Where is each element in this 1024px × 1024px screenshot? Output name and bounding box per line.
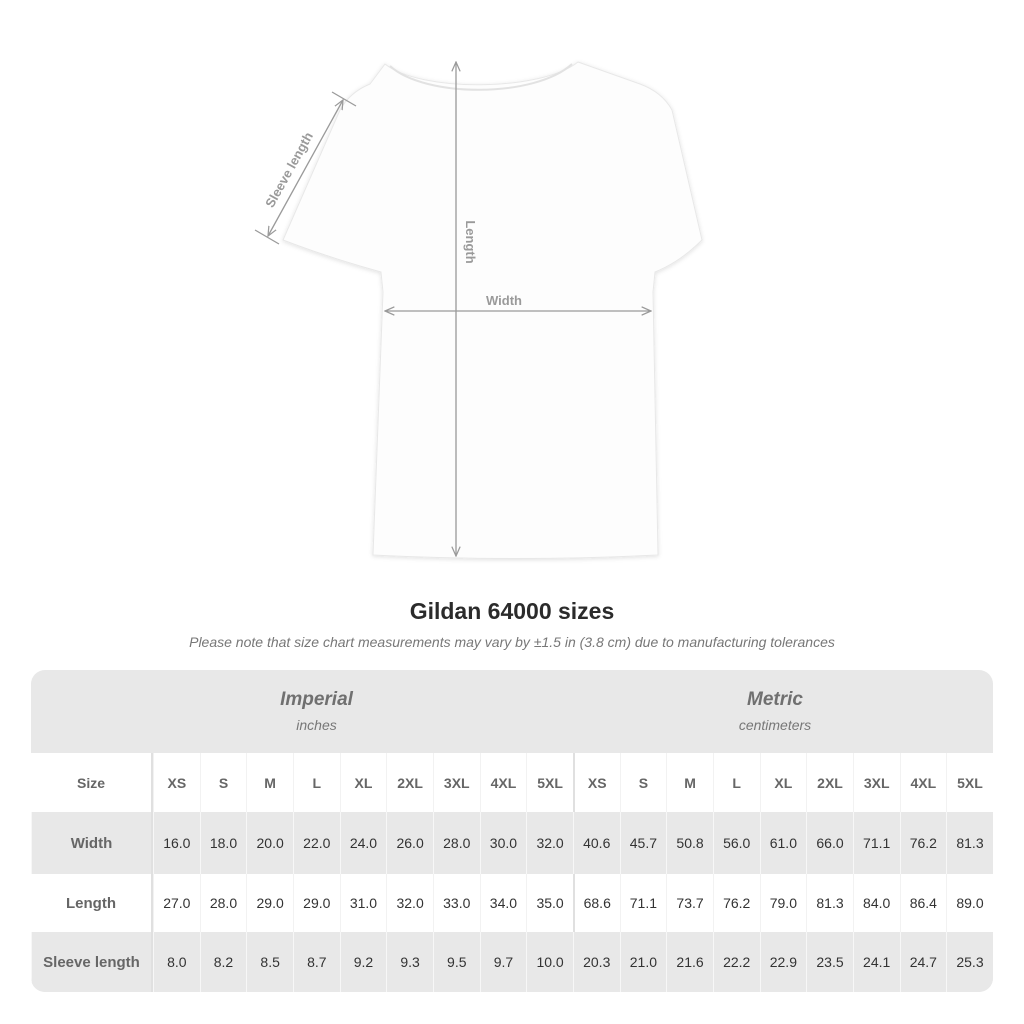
metric-value-cell: 23.5 bbox=[806, 932, 853, 992]
metric-value-cell: 86.4 bbox=[899, 874, 947, 932]
tshirt-shape bbox=[282, 61, 703, 559]
imperial-value-cell: 32.0 bbox=[386, 874, 433, 932]
size-header-metric: 3XL bbox=[852, 753, 900, 812]
size-header-metric: S bbox=[619, 753, 667, 812]
metric-value-cell: 40.6 bbox=[572, 812, 620, 874]
metric-value-cell: 81.3 bbox=[806, 874, 853, 932]
imperial-value-cell: 28.0 bbox=[432, 812, 480, 874]
imperial-value-cell: 26.0 bbox=[386, 812, 433, 874]
size-header-metric: M bbox=[666, 753, 713, 812]
metric-value-cell: 56.0 bbox=[712, 812, 760, 874]
imperial-header: Imperial inches bbox=[153, 670, 480, 753]
metric-value-cell: 73.7 bbox=[666, 874, 713, 932]
imperial-value-cell: 9.2 bbox=[339, 932, 387, 992]
size-header-imperial: XL bbox=[339, 753, 387, 812]
metric-value-cell: 61.0 bbox=[759, 812, 807, 874]
imperial-value-cell: 34.0 bbox=[479, 874, 527, 932]
size-header-metric: 5XL bbox=[946, 753, 993, 812]
size-header-metric: XS bbox=[572, 753, 620, 812]
imperial-value-cell: 29.0 bbox=[246, 874, 293, 932]
size-header-imperial: 3XL bbox=[432, 753, 480, 812]
size-header-imperial: M bbox=[246, 753, 293, 812]
imperial-value-cell: 27.0 bbox=[153, 874, 200, 932]
size-header-imperial: L bbox=[292, 753, 340, 812]
length-row: Length 27.0 28.0 29.0 29.0 31.0 32.0 33.0 34.0 35… bbox=[31, 874, 993, 932]
size-header-imperial: 4XL bbox=[479, 753, 527, 812]
metric-value-cell: 71.1 bbox=[619, 874, 667, 932]
imperial-value-cell: 30.0 bbox=[479, 812, 527, 874]
row-label: Width bbox=[31, 812, 153, 874]
metric-unit: centimeters bbox=[738, 717, 812, 733]
imperial-value-cell: 22.0 bbox=[292, 812, 340, 874]
imperial-value-cell: 20.0 bbox=[246, 812, 293, 874]
size-header-label: Size bbox=[31, 753, 153, 812]
row-label: Length bbox=[31, 874, 153, 932]
tshirt-diagram: Sleeve length Length Width bbox=[254, 0, 703, 559]
imperial-value-cell: 9.7 bbox=[479, 932, 527, 992]
metric-header: Metric centimeters bbox=[573, 670, 977, 753]
size-header-imperial: S bbox=[199, 753, 247, 812]
imperial-value-cell: 9.3 bbox=[386, 932, 433, 992]
tolerance-note: Please note that size chart measurements… bbox=[189, 634, 835, 650]
imperial-unit: inches bbox=[296, 717, 337, 733]
metric-value-cell: 76.2 bbox=[712, 874, 760, 932]
metric-value-cell: 21.0 bbox=[619, 932, 667, 992]
metric-value-cell: 24.1 bbox=[852, 932, 900, 992]
imperial-value-cell: 28.0 bbox=[199, 874, 247, 932]
metric-value-cell: 79.0 bbox=[759, 874, 807, 932]
sleeve-length-row: Sleeve length 8.0 8.2 8.5 8.7 9.2 9.3 9.5 9.7 10.… bbox=[31, 932, 993, 992]
imperial-value-cell: 9.5 bbox=[432, 932, 480, 992]
imperial-value-cell: 29.0 bbox=[292, 874, 340, 932]
imperial-value-cell: 24.0 bbox=[339, 812, 387, 874]
size-header-metric: 2XL bbox=[806, 753, 853, 812]
metric-value-cell: 50.8 bbox=[666, 812, 713, 874]
metric-value-cell: 24.7 bbox=[899, 932, 947, 992]
imperial-value-cell: 16.0 bbox=[153, 812, 200, 874]
imperial-value-cell: 33.0 bbox=[432, 874, 480, 932]
width-label: Width bbox=[486, 293, 522, 308]
imperial-value-cell: 32.0 bbox=[526, 812, 573, 874]
imperial-value-cell: 8.2 bbox=[199, 932, 247, 992]
metric-value-cell: 20.3 bbox=[572, 932, 620, 992]
metric-value-cell: 22.9 bbox=[759, 932, 807, 992]
imperial-value-cell: 35.0 bbox=[526, 874, 573, 932]
size-header-imperial: 2XL bbox=[386, 753, 433, 812]
size-row: Size XS S M L XL 2XL 3XL 4XL 5XL XS S M L XL 2XL 3XL 4XL 5… bbox=[31, 753, 993, 812]
metric-value-cell: 81.3 bbox=[946, 812, 993, 874]
imperial-value-cell: 8.5 bbox=[246, 932, 293, 992]
imperial-value-cell: 18.0 bbox=[199, 812, 247, 874]
metric-value-cell: 25.3 bbox=[946, 932, 993, 992]
metric-value-cell: 22.2 bbox=[712, 932, 760, 992]
size-header-imperial: XS bbox=[153, 753, 200, 812]
metric-value-cell: 71.1 bbox=[852, 812, 900, 874]
imperial-value-cell: 8.7 bbox=[292, 932, 340, 992]
length-label: Length bbox=[463, 220, 478, 263]
imperial-value-cell: 10.0 bbox=[526, 932, 573, 992]
sleeve-arrow bbox=[268, 100, 343, 236]
metric-value-cell: 84.0 bbox=[852, 874, 900, 932]
imperial-value-cell: 8.0 bbox=[153, 932, 200, 992]
metric-value-cell: 89.0 bbox=[946, 874, 993, 932]
imperial-value-cell: 31.0 bbox=[339, 874, 387, 932]
metric-value-cell: 45.7 bbox=[619, 812, 667, 874]
page-title: Gildan 64000 sizes bbox=[409, 598, 615, 624]
size-header-imperial: 5XL bbox=[526, 753, 573, 812]
row-label: Sleeve length bbox=[31, 932, 153, 992]
size-table: Imperial inches Metric centimeters Size X… bbox=[31, 670, 993, 992]
metric-title: Metric bbox=[747, 689, 803, 710]
metric-value-cell: 21.6 bbox=[666, 932, 713, 992]
metric-value-cell: 68.6 bbox=[572, 874, 620, 932]
metric-value-cell: 66.0 bbox=[806, 812, 853, 874]
size-header-metric: L bbox=[712, 753, 760, 812]
width-row: Width 16.0 18.0 20.0 22.0 24.0 26.0 28.0 30.0 32.… bbox=[31, 812, 993, 874]
size-header-metric: XL bbox=[759, 753, 807, 812]
metric-value-cell: 76.2 bbox=[899, 812, 947, 874]
size-header-metric: 4XL bbox=[899, 753, 947, 812]
imperial-title: Imperial bbox=[280, 689, 353, 710]
